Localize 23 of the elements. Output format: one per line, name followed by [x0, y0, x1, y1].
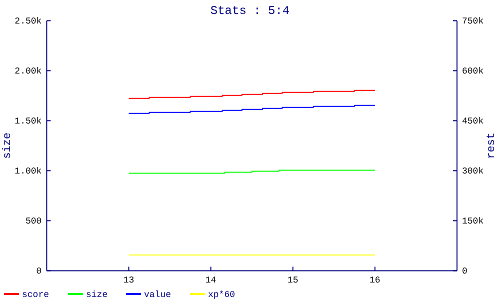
legend-label: score: [22, 290, 50, 300]
y2-tick-label: 300k: [462, 166, 484, 177]
chart-title: Stats : 5:4: [210, 4, 290, 18]
y2-tick-label: 750k: [462, 16, 484, 27]
y2-axis-title: rest: [486, 132, 498, 159]
x-tick-label: 14: [205, 276, 216, 286]
y2-tick-label: 150k: [462, 216, 484, 227]
legend-label: size: [86, 290, 108, 300]
y-tick-label: 2.50k: [14, 16, 42, 27]
x-tick-label: 15: [287, 276, 298, 286]
y-tick-label: 0: [36, 266, 42, 277]
y-tick-label: 1.50k: [14, 116, 42, 127]
y2-tick-label: 600k: [462, 66, 484, 77]
x-tick-label: 13: [123, 276, 134, 286]
y-tick-label: 500: [25, 216, 42, 227]
y2-tick-label: 0: [462, 266, 468, 277]
y-tick-label: 1.00k: [14, 166, 42, 177]
x-tick-label: 16: [370, 276, 380, 286]
y2-tick-label: 450k: [462, 116, 484, 127]
legend-label: value: [144, 290, 172, 300]
legend-label: xp*60: [208, 290, 236, 300]
y-tick-label: 2.00k: [14, 66, 42, 77]
y-axis-title: size: [2, 132, 14, 159]
